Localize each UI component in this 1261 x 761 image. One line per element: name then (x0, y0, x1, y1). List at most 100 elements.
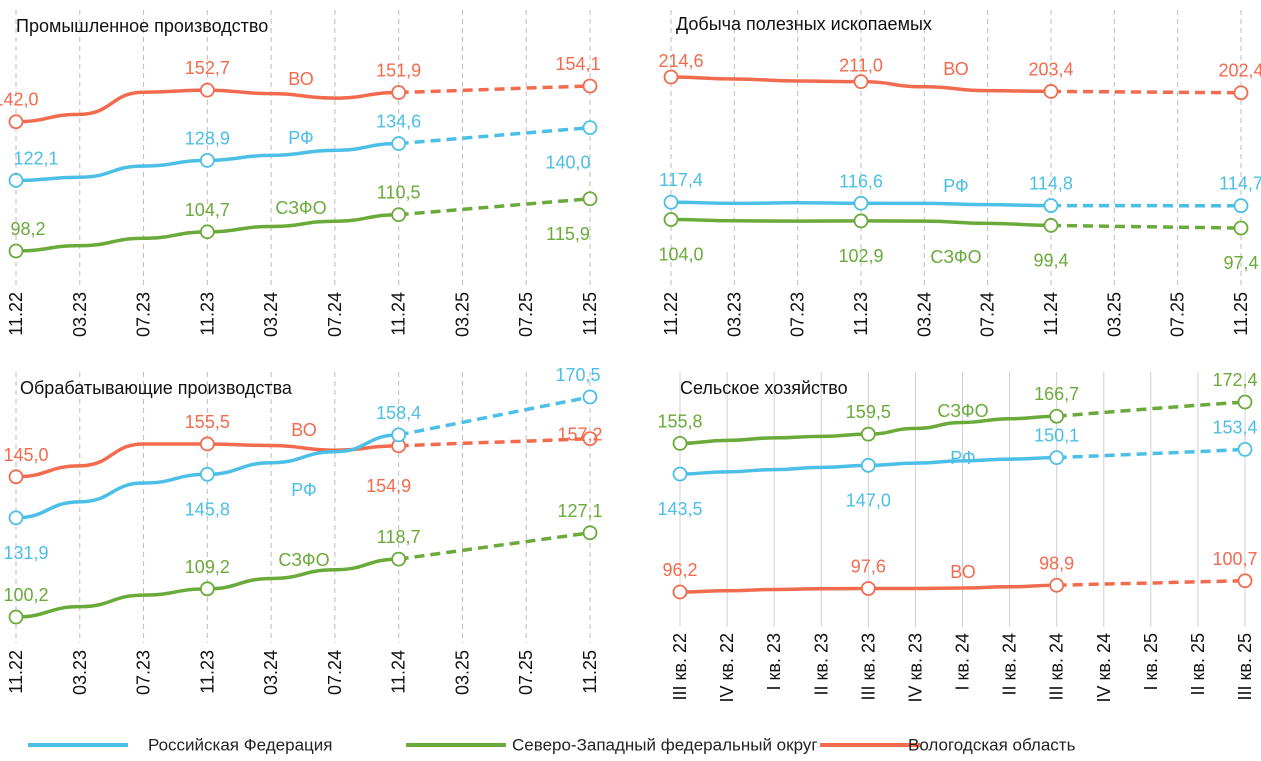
data-label: 145,8 (185, 499, 230, 519)
x-tick-label: 07.24 (325, 292, 345, 337)
series-name-label-сзфо: СЗФО (937, 401, 988, 421)
data-label: 158,4 (376, 403, 421, 423)
data-point-marker (201, 468, 214, 481)
data-label: 157,2 (557, 425, 602, 445)
data-label: 140,0 (545, 153, 590, 173)
series-name-label-сзфо: СЗФО (278, 550, 329, 570)
data-label: 150,1 (1034, 426, 1079, 446)
data-label: 151,9 (376, 60, 421, 80)
x-tick-label: II кв. 23 (811, 633, 831, 695)
x-tick-label: IV кв. 22 (717, 633, 737, 702)
data-label: 116,6 (839, 171, 883, 191)
x-tick-label: 11.25 (580, 650, 600, 694)
data-point-marker (10, 115, 23, 128)
legend-label: Северо-Западный федеральный округ (512, 736, 818, 755)
data-point-marker (201, 582, 214, 595)
data-label: 170,5 (555, 365, 600, 385)
x-tick-label: 03.23 (724, 292, 744, 337)
data-label: 118,7 (377, 527, 421, 547)
data-point-marker (862, 582, 875, 595)
data-label: 142,0 (0, 90, 39, 110)
data-point-marker (1045, 219, 1058, 232)
data-label: 98,9 (1039, 553, 1074, 573)
x-tick-label: 11.23 (851, 292, 871, 336)
x-tick-label: 11.24 (389, 650, 409, 694)
data-label: 145,0 (3, 445, 48, 465)
data-point-marker (1239, 396, 1252, 409)
series-name-label-сзфо: СЗФО (275, 198, 326, 218)
x-tick-label: I кв. 24 (953, 633, 973, 690)
x-tick-label: II кв. 25 (1188, 633, 1208, 695)
data-point-marker (855, 197, 868, 210)
data-label: 155,5 (185, 412, 230, 432)
x-tick-label: 03.25 (452, 650, 472, 695)
x-tick-label: 03.23 (70, 650, 90, 695)
data-label: 97,4 (1223, 253, 1258, 273)
series-name-label-во: ВО (950, 562, 975, 582)
x-tick-label: III кв. 24 (1047, 633, 1067, 700)
data-point-marker (1239, 574, 1252, 587)
x-tick-label: II кв. 24 (1000, 633, 1020, 695)
x-tick-label: III кв. 22 (670, 633, 690, 700)
data-point-marker (674, 468, 687, 481)
x-tick-label: 11.22 (6, 292, 26, 336)
x-tick-label: 03.25 (1104, 292, 1124, 337)
series-forecast-line-сзфо (399, 199, 590, 215)
legend-label: Вологодская область (908, 736, 1076, 755)
data-label: 109,2 (185, 557, 230, 577)
series-name-label-во: ВО (943, 59, 968, 79)
data-label: 99,4 (1033, 250, 1068, 270)
data-label: 104,0 (658, 244, 703, 264)
series-name-label-во: ВО (288, 69, 313, 89)
x-tick-label: 11.23 (197, 292, 217, 336)
data-label: 214,6 (658, 51, 703, 71)
data-label: 97,6 (851, 557, 886, 577)
data-label: 96,2 (662, 560, 697, 580)
data-point-marker (1050, 410, 1063, 423)
x-tick-label: 07.25 (516, 292, 536, 337)
data-point-marker (201, 225, 214, 238)
series-forecast-line-сзфо (1051, 225, 1241, 228)
data-label: 131,9 (3, 543, 48, 563)
data-point-marker (855, 75, 868, 88)
data-point-marker (584, 391, 597, 404)
data-point-marker (665, 213, 678, 226)
data-label: 122,1 (13, 148, 58, 168)
data-point-marker (665, 196, 678, 209)
data-point-marker (855, 214, 868, 227)
series-forecast-line-во (1051, 91, 1241, 92)
data-point-marker (201, 84, 214, 97)
series-name-label-сзфо: СЗФО (930, 247, 981, 267)
data-point-marker (10, 511, 23, 524)
data-label: 147,0 (846, 490, 891, 510)
series-name-label-рф: РФ (943, 176, 969, 196)
data-label: 127,1 (557, 501, 602, 521)
x-tick-label: 07.23 (134, 650, 154, 695)
x-tick-label: 11.23 (197, 650, 217, 694)
x-tick-label: 03.24 (914, 292, 934, 337)
data-point-marker (1239, 443, 1252, 456)
x-tick-label: 07.25 (1168, 292, 1188, 337)
data-point-marker (674, 437, 687, 450)
data-label: 154,9 (366, 476, 411, 496)
data-label: 211,0 (839, 56, 883, 76)
x-tick-label: IV кв. 24 (1094, 633, 1114, 702)
x-tick-label: 07.24 (325, 650, 345, 695)
series-forecast-line-рф (399, 128, 590, 144)
legend-group: Российская Федерация Северо-Западный феде… (28, 736, 1076, 755)
legend-label: Российская Федерация (148, 736, 332, 755)
x-tick-label: 07.23 (788, 292, 808, 337)
data-point-marker (1235, 222, 1248, 235)
data-point-marker (1045, 199, 1058, 212)
data-point-marker (584, 80, 597, 93)
chart-title: Обрабатывающие производства (20, 378, 293, 398)
data-point-marker (1050, 579, 1063, 592)
data-point-marker (10, 245, 23, 258)
data-point-marker (10, 470, 23, 483)
data-label: 152,7 (185, 58, 230, 78)
series-name-label-рф: РФ (291, 480, 317, 500)
